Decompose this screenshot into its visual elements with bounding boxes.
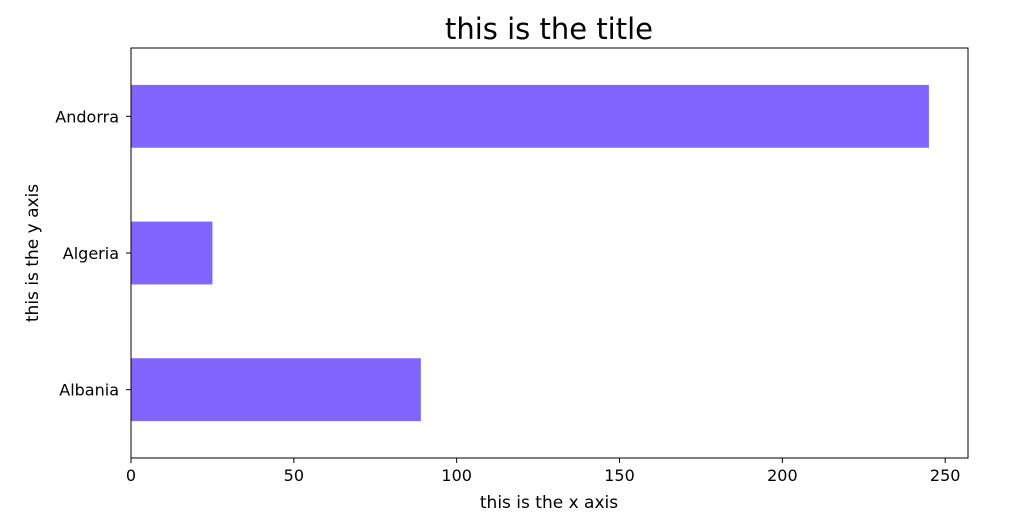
x-tick-label: 100: [441, 466, 472, 485]
x-tick-label: 150: [604, 466, 635, 485]
bars-layer: [131, 84, 929, 422]
bar-albania: [131, 358, 421, 422]
x-tick-label: 250: [930, 466, 961, 485]
x-axis-ticks: 0 50 100 150 200 250: [126, 458, 961, 485]
x-tick-label: 200: [767, 466, 798, 485]
y-tick-label: Andorra: [55, 107, 119, 126]
x-tick-label: 50: [284, 466, 304, 485]
bar-andorra: [131, 84, 929, 148]
y-axis-ticks: Albania Algeria Andorra: [55, 107, 131, 400]
x-axis-label: this is the x axis: [480, 493, 618, 513]
y-tick-label: Albania: [59, 381, 119, 400]
y-axis-label: this is the y axis: [23, 184, 43, 322]
x-tick-label: 0: [126, 466, 136, 485]
y-tick-label: Algeria: [63, 244, 119, 263]
chart-title: this is the title: [445, 12, 653, 46]
bar-algeria: [131, 221, 213, 285]
